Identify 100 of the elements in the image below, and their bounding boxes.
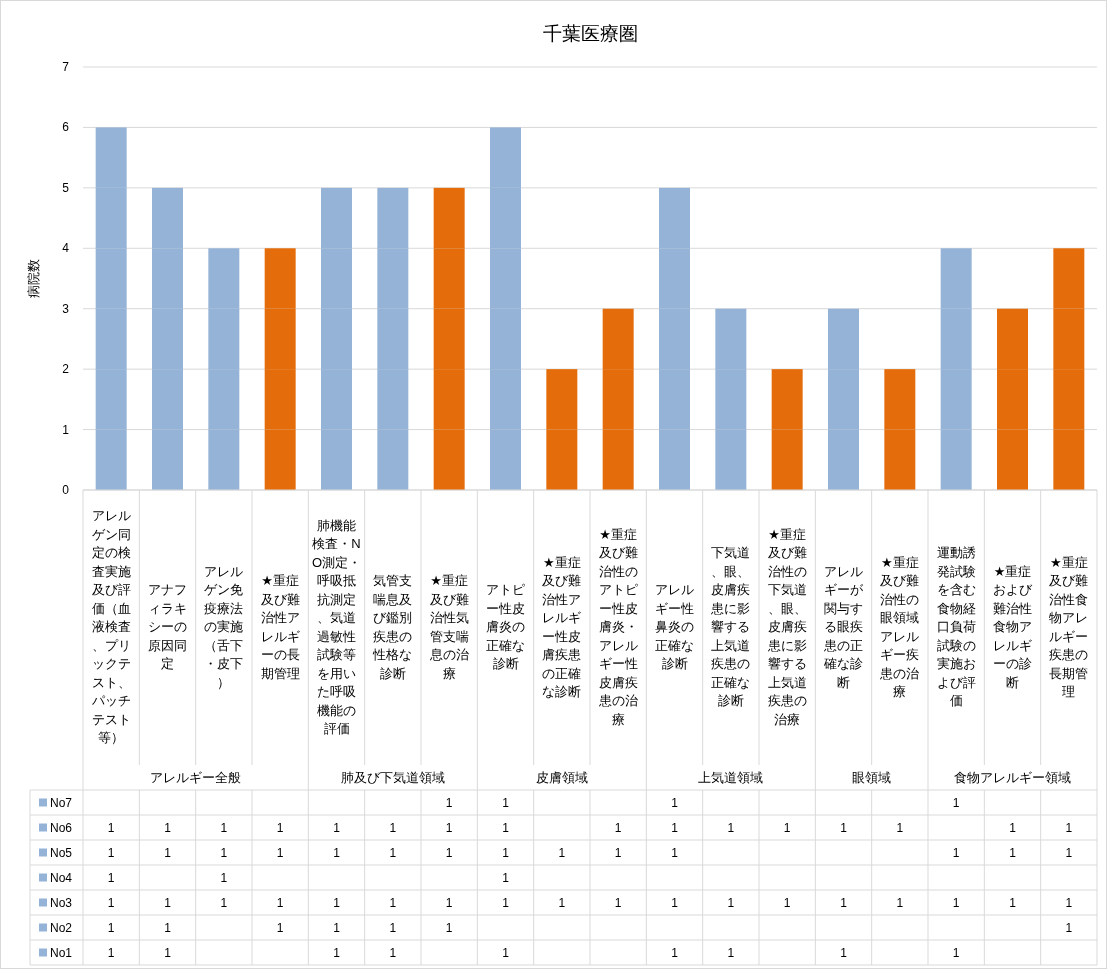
data-label: 1 [952, 946, 960, 960]
x-tick-label: アレルギーが関与する眼疾患の正確な診断 [823, 563, 864, 690]
x-tick-label: ★重症及び難治性アレルギーの長期管理 [260, 573, 300, 681]
y-tick-label: 7 [62, 60, 70, 74]
data-label: 1 [220, 896, 228, 910]
data-label: 1 [107, 921, 115, 935]
y-tick-label: 6 [62, 120, 70, 135]
data-label: 1 [671, 796, 679, 810]
data-label: 1 [107, 871, 115, 885]
data-label: 1 [276, 921, 284, 935]
data-label: 1 [333, 921, 341, 935]
y-tick-label: 4 [62, 241, 70, 256]
x-tick-label: アレルゲン免疫療法の実施（舌下・皮下） [204, 563, 244, 690]
data-label: 1 [840, 946, 848, 960]
data-label: 1 [164, 896, 172, 910]
y-tick-label: 3 [62, 301, 70, 316]
data-label: 1 [558, 896, 566, 910]
data-label: 1 [614, 821, 622, 835]
data-label: 1 [389, 921, 397, 935]
x-tick-label: アレルギー性鼻炎の正確な診断 [655, 582, 694, 672]
x-tick-label: アナフィラキシーの原因同定 [148, 582, 187, 672]
data-label: 1 [727, 821, 735, 835]
x-tick-label: 気管支喘息及び鑑別疾患の性格な診断 [372, 573, 413, 681]
data-label: 1 [727, 946, 735, 960]
data-label: 1 [1009, 846, 1017, 860]
legend-label: No5 [50, 846, 73, 860]
data-label: 1 [502, 796, 510, 810]
data-label: 1 [1065, 921, 1073, 935]
data-label: 1 [1065, 846, 1073, 860]
data-label: 1 [1065, 896, 1073, 910]
data-label: 1 [276, 846, 284, 860]
data-label: 1 [1009, 896, 1017, 910]
data-label: 1 [671, 846, 679, 860]
data-label: 1 [952, 796, 960, 810]
text: 上気道領域 [698, 770, 764, 785]
data-label: 1 [389, 846, 397, 860]
data-label: 1 [107, 946, 115, 960]
y-tick-label: 0 [62, 483, 70, 497]
data-label: 1 [783, 896, 791, 910]
data-label: 1 [671, 821, 679, 835]
chart-title: 千葉医療圏 [542, 23, 638, 44]
category-label: 運動誘発試験を含む食物経口負荷試験の実施および評価 [936, 545, 976, 709]
data-label: 1 [107, 846, 115, 860]
y-tick-label: 1 [62, 422, 70, 437]
data-label: 1 [445, 846, 453, 860]
data-label: 1 [220, 846, 228, 860]
text: 皮膚領域 [535, 770, 588, 785]
text: 眼領域 [852, 770, 892, 785]
data-label: 1 [220, 821, 228, 835]
data-label: 1 [389, 946, 397, 960]
data-label: 1 [614, 846, 622, 860]
x-tick-label: ★重症及び難治性気管支喘息の治療 [428, 573, 469, 681]
data-label: 1 [840, 821, 848, 835]
data-label: 1 [333, 896, 341, 910]
data-label: 1 [502, 846, 510, 860]
category-label: 肺機能検査・NO測定・呼吸抵抗測定、気道過敏性試験等を用いた呼吸機能の評価 [311, 517, 362, 736]
x-tick-label: ★重症及び難治性の眼領域アレルギー疾患の治療 [879, 554, 920, 699]
data-label: 1 [671, 896, 679, 910]
category-label: アレルゲン同定の検査実施及び評価（血液検査、プリックテスト、パッチテスト等） [91, 508, 131, 746]
y-tick-label: 5 [62, 180, 70, 195]
data-label: 1 [502, 896, 510, 910]
data-label: 1 [164, 921, 172, 935]
data-label: 1 [671, 946, 679, 960]
x-tick-label: ★重症及び難治性食物アレルギー疾患の長期管理 [1049, 554, 1089, 699]
data-label: 1 [952, 846, 960, 860]
data-label: 1 [389, 896, 397, 910]
category-label: 下気道、眼、皮膚疾患に影響する上気道疾患の正確な診断 [711, 545, 751, 709]
data-label: 1 [220, 871, 228, 885]
data-label: 1 [333, 946, 341, 960]
data-label: 1 [107, 896, 115, 910]
data-label: 1 [502, 946, 510, 960]
category-label: ★重症及び難治性の下気道、眼、皮膚疾患に影響する上気道疾患の治療 [767, 526, 807, 727]
data-label: 1 [558, 846, 566, 860]
legend-label: No7 [50, 796, 73, 810]
data-label: 1 [1065, 821, 1073, 835]
legend-label: No1 [50, 946, 73, 960]
data-label: 1 [502, 821, 510, 835]
data-label: 1 [107, 821, 115, 835]
data-label: 1 [276, 896, 284, 910]
data-label: 1 [389, 821, 397, 835]
data-label: 1 [445, 896, 453, 910]
y-axis-title: 病院数 [26, 259, 41, 298]
data-label: 1 [614, 896, 622, 910]
legend-label: No2 [50, 921, 73, 935]
data-label: 1 [164, 846, 172, 860]
x-tick-label: ★重症及び難治性アレルギー性皮膚疾患の正確な診断 [542, 554, 582, 699]
data-label: 1 [333, 846, 341, 860]
data-label: 1 [502, 871, 510, 885]
data-label: 1 [896, 896, 904, 910]
text: 肺及び下気道領域 [340, 770, 445, 785]
text: アレルギー全般 [150, 770, 242, 785]
y-tick-label: 2 [62, 362, 70, 377]
legend-label: No3 [50, 896, 73, 910]
data-label: 1 [164, 946, 172, 960]
data-label: 1 [445, 796, 453, 810]
data-label: 1 [445, 821, 453, 835]
data-label: 1 [333, 821, 341, 835]
data-label: 1 [276, 821, 284, 835]
x-tick-label: アトピー性皮膚炎の正確な診断 [486, 582, 525, 672]
data-label: 1 [727, 896, 735, 910]
